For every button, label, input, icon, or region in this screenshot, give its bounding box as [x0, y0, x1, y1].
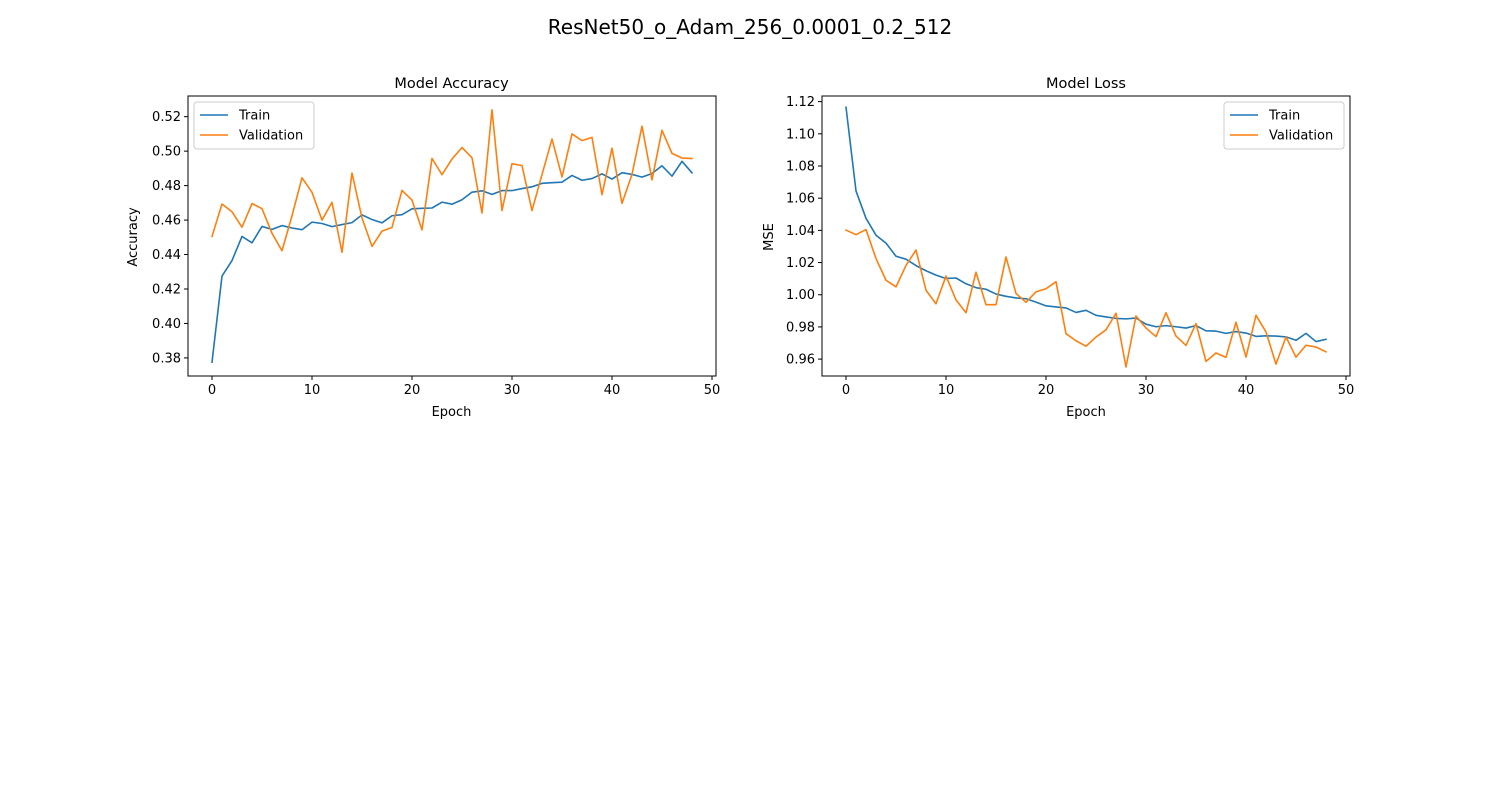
accuracy-y-tick-label: 0.44 — [152, 248, 181, 263]
accuracy-legend: Train Validation — [193, 101, 315, 150]
accuracy-legend-box — [193, 101, 315, 150]
loss-y-tick-label: 1.06 — [786, 192, 815, 207]
loss-legend-label-validation: Validation — [1269, 129, 1333, 144]
accuracy-plot-frame — [187, 95, 717, 377]
accuracy-x-tick-label: 40 — [604, 383, 621, 398]
accuracy-chart: Model Accuracy Epoch Accuracy 0 10 20 30 40 5… — [126, 76, 720, 420]
accuracy-y-tick-label: 0.42 — [152, 282, 181, 297]
loss-plot-frame — [821, 95, 1351, 377]
accuracy-chart-title: Model Accuracy — [394, 76, 509, 92]
loss-x-tick-label: 0 — [842, 383, 850, 398]
accuracy-x-tick-label: 0 — [208, 383, 216, 398]
loss-train-line — [845, 106, 1327, 343]
accuracy-legend-label-validation: Validation — [239, 129, 303, 144]
loss-legend-box — [1223, 101, 1345, 150]
loss-x-tick-label: 20 — [1038, 383, 1055, 398]
accuracy-x-tick-label: 20 — [404, 383, 421, 398]
loss-legend-label-train: Train — [1268, 109, 1300, 124]
loss-x-tick-label: 10 — [938, 383, 955, 398]
loss-y-tick-label: 0.96 — [786, 353, 815, 368]
accuracy-validation-line — [210, 108, 693, 254]
loss-axis-ticks: 0 10 20 30 40 50 0.96 0.98 1.00 1.02 1.04 1.06 1.08 1… — [786, 95, 1354, 398]
loss-y-tick-label: 1.00 — [786, 288, 815, 303]
loss-x-tick-label: 40 — [1238, 383, 1255, 398]
accuracy-y-tick-label: 0.52 — [152, 110, 181, 125]
loss-x-tick-label: 50 — [1338, 383, 1355, 398]
loss-y-tick-label: 0.98 — [786, 320, 815, 335]
loss-legend: Train Validation — [1223, 101, 1345, 150]
loss-y-tick-label: 1.08 — [786, 160, 815, 175]
accuracy-train-line — [211, 160, 694, 364]
loss-y-tick-label: 1.10 — [786, 127, 815, 142]
accuracy-y-axis-label: Accuracy — [126, 207, 141, 267]
accuracy-y-tick-label: 0.38 — [152, 351, 181, 366]
loss-y-tick-label: 1.12 — [786, 95, 815, 110]
loss-series-lines — [844, 106, 1328, 368]
loss-chart: Model Loss Epoch MSE 0 10 20 30 40 50 0.96 0.98… — [762, 76, 1354, 420]
accuracy-y-tick-label: 0.48 — [152, 179, 181, 194]
accuracy-x-tick-label: 50 — [704, 383, 721, 398]
accuracy-axis-ticks: 0 10 20 30 40 50 0.38 0.40 0.42 0.44 0.46 0.48 0.50 0… — [152, 110, 720, 398]
loss-x-axis-label: Epoch — [1066, 405, 1106, 420]
loss-y-tick-label: 1.02 — [786, 256, 815, 271]
accuracy-legend-label-train: Train — [238, 109, 270, 124]
figure-suptitle: ResNet50_o_Adam_256_0.0001_0.2_512 — [548, 15, 952, 39]
accuracy-x-axis-label: Epoch — [432, 405, 472, 420]
loss-y-tick-label: 1.04 — [786, 224, 815, 239]
loss-validation-line — [844, 228, 1328, 368]
accuracy-y-tick-label: 0.40 — [152, 317, 181, 332]
accuracy-y-tick-label: 0.46 — [152, 214, 181, 229]
accuracy-series-lines — [210, 108, 694, 364]
loss-x-tick-label: 30 — [1138, 383, 1155, 398]
loss-y-axis-label: MSE — [762, 223, 777, 251]
loss-chart-title: Model Loss — [1046, 76, 1126, 92]
accuracy-y-tick-label: 0.50 — [152, 145, 181, 160]
accuracy-x-tick-label: 10 — [304, 383, 321, 398]
accuracy-x-tick-label: 30 — [504, 383, 521, 398]
